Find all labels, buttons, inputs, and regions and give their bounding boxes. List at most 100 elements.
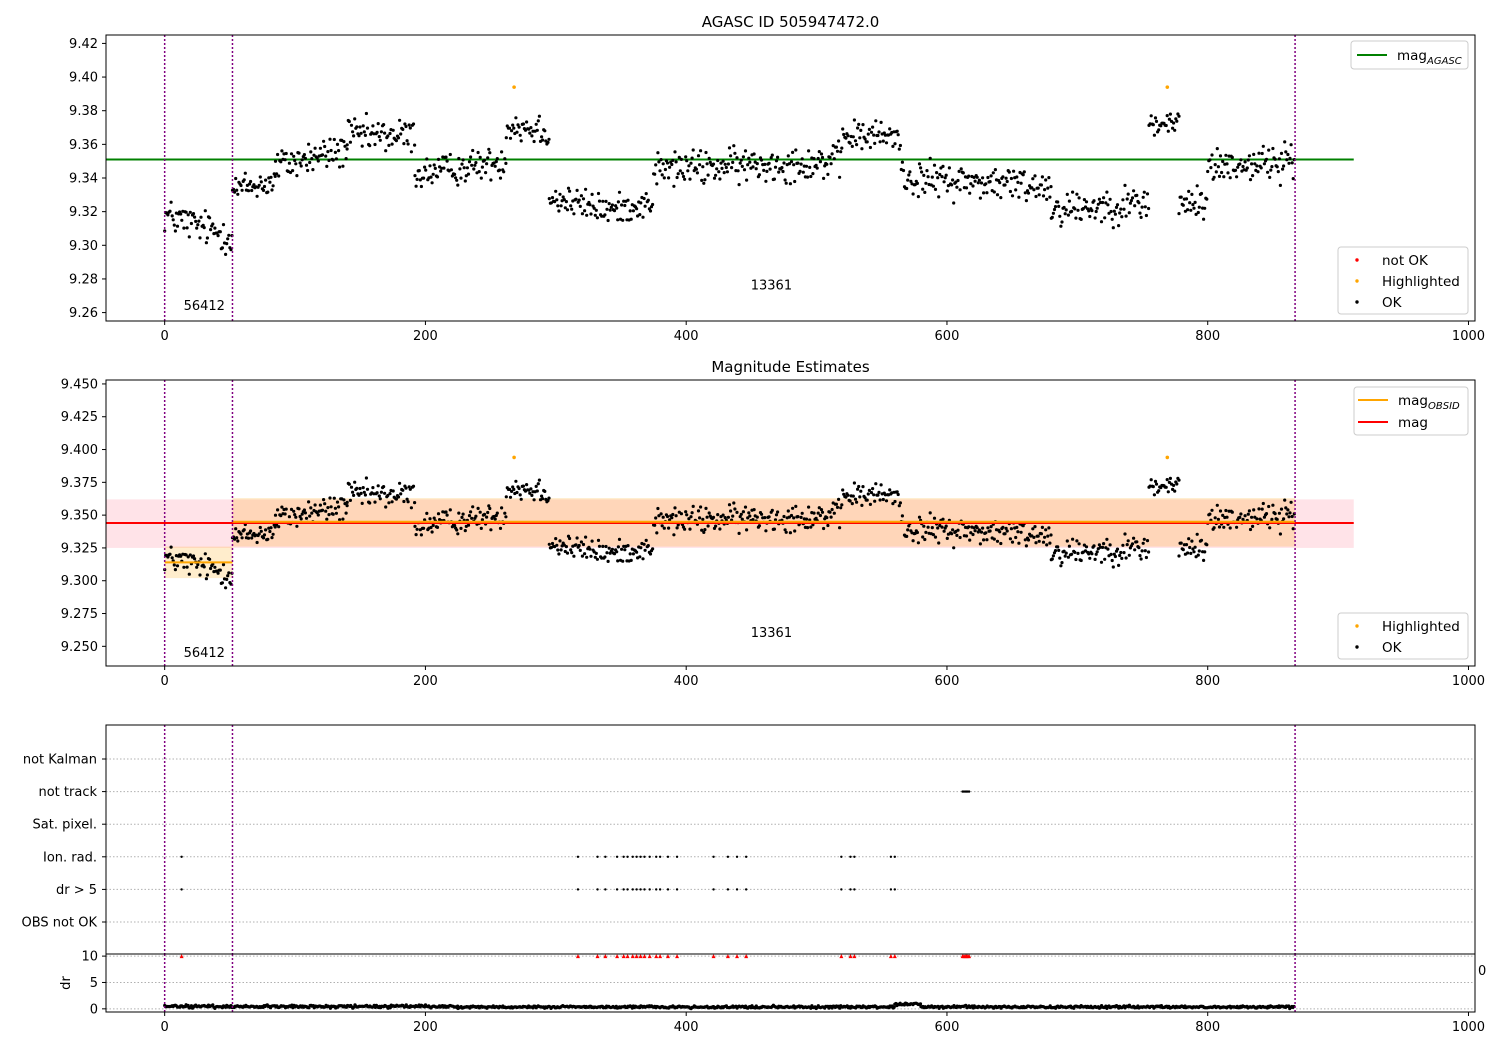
data-point-ok	[461, 512, 465, 516]
data-point-ok	[461, 158, 465, 162]
data-point-ok	[1073, 207, 1077, 211]
data-point-ok	[1164, 485, 1168, 489]
data-point-ok	[1286, 508, 1290, 512]
data-point-ok	[292, 509, 296, 513]
panel-2-title: Magnitude Estimates	[711, 358, 869, 376]
data-point-ok	[1063, 554, 1067, 558]
data-point-ok	[473, 163, 477, 167]
data-point-ok	[306, 168, 310, 173]
data-point-ok	[1074, 216, 1078, 220]
data-point-ok	[964, 534, 969, 538]
data-point-ok	[363, 493, 367, 497]
data-point-ok	[1043, 535, 1047, 539]
dr-clipped-marker	[967, 954, 972, 959]
data-point-ok	[1058, 214, 1062, 218]
data-point-ok	[859, 128, 863, 132]
data-point-ok	[967, 525, 971, 529]
x-tick-label: 800	[1195, 1020, 1220, 1035]
data-point-ok	[1087, 209, 1091, 213]
data-point-ok	[754, 167, 758, 171]
data-point-ok	[188, 210, 192, 214]
data-point-ok	[445, 513, 449, 517]
data-point-ok	[1154, 119, 1159, 123]
data-point-ok	[1143, 205, 1147, 209]
y-tick-label: 0	[90, 1002, 98, 1017]
data-point-ok	[688, 177, 692, 181]
data-point-ok	[1084, 200, 1089, 204]
data-point-ok	[642, 542, 646, 546]
data-point-ok	[607, 202, 611, 206]
data-point-ok	[326, 506, 330, 510]
data-point-ok	[332, 496, 336, 500]
data-point-ok	[283, 158, 287, 162]
data-point-ok	[1118, 553, 1122, 558]
data-point-ok	[168, 209, 172, 213]
data-point-ok	[408, 126, 412, 130]
data-point-ok	[1217, 174, 1222, 178]
data-point-ok	[838, 526, 842, 530]
y-tick-label: 9.425	[61, 410, 98, 425]
data-point-ok	[1206, 169, 1210, 174]
data-point-ok	[1248, 178, 1253, 182]
data-point-ok	[269, 175, 273, 179]
data-point-ok	[891, 502, 895, 506]
flag-point	[655, 855, 658, 858]
data-point-ok	[1106, 203, 1110, 207]
data-point-ok	[562, 198, 566, 202]
data-point-ok	[639, 546, 643, 550]
dr-clipped-marker	[603, 954, 608, 959]
data-point-ok	[250, 188, 254, 193]
dr-clipped-marker	[575, 954, 580, 959]
data-point-ok	[659, 158, 663, 162]
data-point-ok	[541, 497, 545, 501]
data-point-ok	[1287, 161, 1291, 165]
data-point-ok	[295, 524, 299, 528]
data-point-ok	[707, 511, 711, 515]
data-point-ok	[169, 200, 173, 204]
data-point-ok	[628, 552, 632, 556]
data-point-ok	[411, 484, 416, 488]
data-point-ok	[1008, 537, 1013, 541]
data-point-ok	[876, 133, 880, 138]
data-point-ok	[1216, 165, 1220, 169]
data-point-ok	[352, 493, 356, 497]
data-point-ok	[1173, 489, 1177, 493]
data-point-ok	[359, 491, 363, 495]
data-point-ok	[329, 505, 333, 509]
data-point-ok	[307, 142, 311, 146]
data-point-ok	[555, 198, 559, 202]
data-point-ok	[405, 139, 409, 143]
data-point-ok	[430, 181, 434, 185]
dr-clipped-marker	[892, 954, 897, 959]
data-point-ok	[1269, 168, 1273, 172]
data-point-ok	[428, 517, 432, 521]
data-point-ok	[616, 559, 620, 563]
data-point-ok	[643, 548, 647, 552]
data-point-ok	[323, 502, 327, 506]
data-point-ok	[1090, 552, 1094, 556]
data-point-ok	[819, 508, 824, 512]
data-point-ok	[789, 513, 794, 518]
data-point-ok	[712, 176, 717, 180]
data-point-ok	[1187, 537, 1191, 541]
data-point-ok	[413, 174, 417, 178]
data-point-ok	[933, 187, 938, 191]
data-point-ok	[211, 222, 215, 226]
data-point-ok	[268, 180, 272, 184]
data-point-ok	[294, 515, 298, 519]
x-tick-label: 800	[1195, 674, 1220, 689]
data-point-ok	[396, 136, 401, 140]
data-point-ok	[318, 503, 322, 507]
data-point-ok	[363, 133, 367, 137]
data-point-ok	[204, 241, 208, 245]
data-point-ok	[1113, 554, 1117, 559]
data-point-ok	[455, 178, 459, 182]
dr-point	[186, 1003, 190, 1008]
data-point-ok	[604, 544, 608, 549]
data-point-ok	[1154, 482, 1159, 486]
data-point-ok	[187, 572, 191, 576]
data-point-ok	[898, 143, 903, 148]
data-point-ok	[665, 514, 670, 519]
data-point-ok	[791, 150, 795, 154]
data-point-ok	[383, 131, 387, 135]
